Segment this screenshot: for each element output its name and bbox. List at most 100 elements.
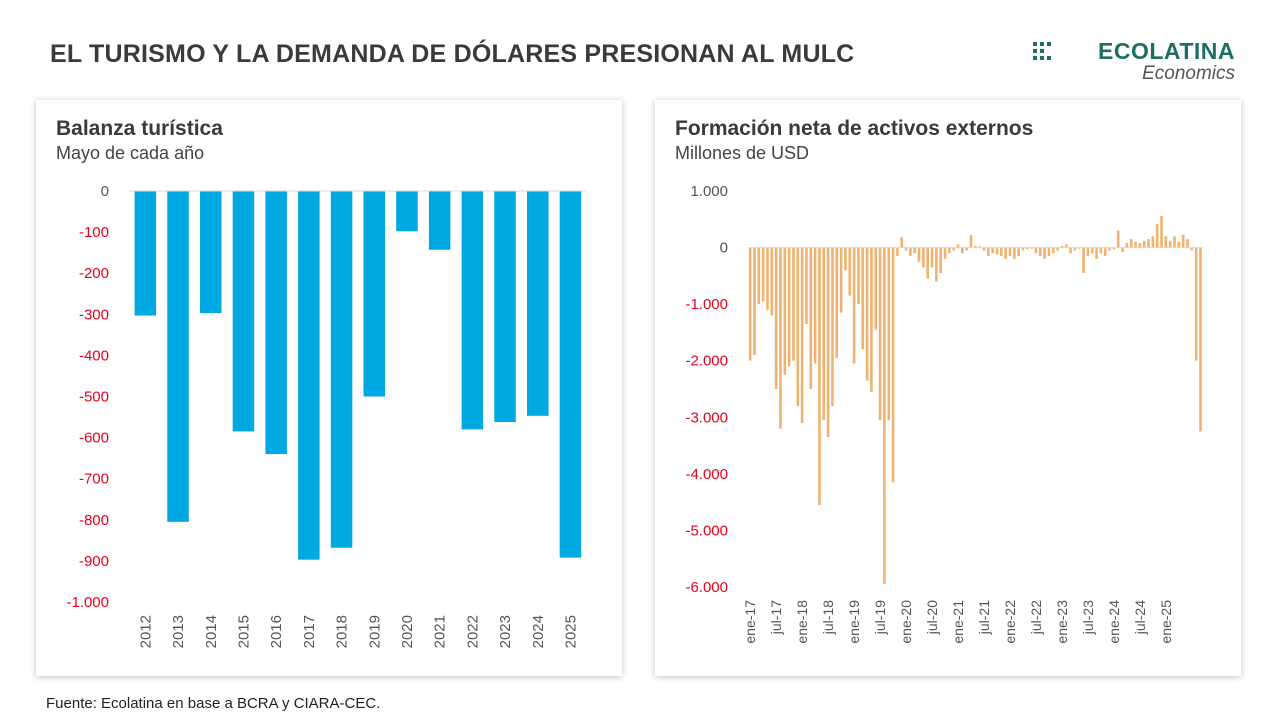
bar-month-91 xyxy=(1142,240,1146,248)
bar-2017 xyxy=(298,191,320,560)
bar-month-42 xyxy=(930,247,934,268)
x-tick-label: ene-24 xyxy=(1106,600,1122,644)
bar-month-75 xyxy=(1073,247,1077,251)
bar-month-28 xyxy=(870,247,873,392)
x-tick-label: 2012 xyxy=(137,615,154,648)
logo-wordmark: ECOLATINA xyxy=(1098,38,1235,64)
logo-subtitle: Economics xyxy=(1142,63,1235,84)
x-tick-label: 2019 xyxy=(366,615,383,648)
y-tick-label: -4.000 xyxy=(685,466,728,483)
x-tick-label: 2025 xyxy=(562,615,579,648)
bar-month-102 xyxy=(1190,247,1194,251)
x-tick-label: jul-20 xyxy=(924,600,940,635)
bar-month-85 xyxy=(1116,230,1120,248)
bar-month-99 xyxy=(1177,241,1181,248)
bar-month-83 xyxy=(1108,247,1111,251)
bar-month-33 xyxy=(891,247,895,483)
y-tick-label: -1.000 xyxy=(685,296,728,313)
right-chart-subtitle: Millones de USD xyxy=(675,143,810,163)
bar-month-69 xyxy=(1047,247,1051,257)
x-tick-label: ene-19 xyxy=(846,600,862,644)
bar-month-36 xyxy=(904,247,908,251)
bar-month-49 xyxy=(961,247,964,254)
external-assets-panel: Formación neta de activos externos Millo… xyxy=(655,100,1241,676)
y-tick-label: 0 xyxy=(101,183,109,200)
bar-month-93 xyxy=(1151,236,1155,248)
bar-month-18 xyxy=(826,247,830,438)
bar-month-71 xyxy=(1056,247,1059,251)
bar-month-0 xyxy=(748,247,752,361)
bar-month-4 xyxy=(766,247,769,310)
y-tick-label: -2.000 xyxy=(685,353,728,370)
bar-month-86 xyxy=(1121,247,1124,253)
bar-month-96 xyxy=(1164,236,1168,248)
y-tick-label: -900 xyxy=(79,553,109,570)
bar-month-19 xyxy=(831,247,834,406)
bar-month-81 xyxy=(1099,247,1103,254)
x-tick-label: jul-18 xyxy=(820,600,836,635)
bar-month-8 xyxy=(783,247,787,375)
x-tick-label: ene-23 xyxy=(1054,600,1070,644)
bar-month-52 xyxy=(974,245,977,248)
y-tick-label: -800 xyxy=(79,512,109,529)
left-chart-subtitle: Mayo de cada año xyxy=(56,143,205,163)
x-tick-label: ene-25 xyxy=(1158,600,1174,644)
bar-month-65 xyxy=(1030,247,1033,249)
bar-month-77 xyxy=(1082,247,1085,274)
bar-2016 xyxy=(265,191,287,455)
bar-month-9 xyxy=(787,247,791,367)
bar-month-20 xyxy=(835,247,839,358)
logo-grid-icon xyxy=(1033,42,1051,60)
y-tick-label: -1.000 xyxy=(66,594,109,611)
bar-month-57 xyxy=(995,247,999,255)
tourism-balance-panel: Balanza turística Mayo de cada año 0 -100… xyxy=(36,100,622,676)
x-tick-label: ene-20 xyxy=(898,600,914,644)
right-chart-title: Formación neta de activos externos xyxy=(675,117,1034,140)
bar-2025 xyxy=(559,191,582,558)
bar-month-51 xyxy=(969,235,973,248)
bar-month-5 xyxy=(770,247,774,316)
x-tick-label: 2013 xyxy=(170,615,187,648)
y-tick-label: -3.000 xyxy=(685,409,728,426)
bar-month-58 xyxy=(1000,247,1003,257)
bar-month-41 xyxy=(926,247,929,279)
bar-month-35 xyxy=(900,237,904,248)
bar-month-43 xyxy=(935,247,938,282)
bar-2013 xyxy=(167,191,189,522)
left-chart-title: Balanza turística xyxy=(56,117,223,140)
bar-month-70 xyxy=(1051,247,1055,254)
x-tick-label: 2024 xyxy=(530,615,547,648)
bar-month-46 xyxy=(948,247,951,254)
bar-month-98 xyxy=(1173,236,1176,248)
bar-month-26 xyxy=(861,247,865,350)
bar-month-84 xyxy=(1112,247,1116,250)
source-note: Fuente: Ecolatina en base a BCRA y CIARA… xyxy=(46,695,381,712)
y-tick-label: -500 xyxy=(79,389,109,406)
x-tick-label: jul-24 xyxy=(1132,600,1148,635)
bar-month-12 xyxy=(800,247,804,423)
y-tick-label: -300 xyxy=(79,306,109,323)
bar-month-68 xyxy=(1043,247,1046,259)
bar-month-63 xyxy=(1021,247,1025,251)
bar-month-3 xyxy=(761,247,765,302)
bar-month-17 xyxy=(822,247,826,421)
bar-2023 xyxy=(494,191,516,422)
x-tick-label: 2014 xyxy=(203,615,220,648)
bar-month-31 xyxy=(883,247,886,585)
y-tick-label: -400 xyxy=(79,347,109,364)
bar-month-7 xyxy=(779,247,782,429)
bar-month-100 xyxy=(1181,234,1185,248)
bar-month-92 xyxy=(1147,239,1150,248)
bar-month-29 xyxy=(874,247,878,330)
bar-month-67 xyxy=(1038,247,1042,257)
y-tick-label: 1.000 xyxy=(690,183,728,200)
bar-month-74 xyxy=(1069,247,1072,254)
bar-month-59 xyxy=(1004,247,1007,259)
bar-month-76 xyxy=(1077,247,1081,249)
bar-month-45 xyxy=(943,247,947,259)
bar-2021 xyxy=(428,191,451,250)
bar-month-24 xyxy=(852,247,856,364)
y-tick-label: -700 xyxy=(79,471,109,488)
x-tick-label: jul-23 xyxy=(1080,600,1096,635)
bar-month-6 xyxy=(774,247,778,389)
